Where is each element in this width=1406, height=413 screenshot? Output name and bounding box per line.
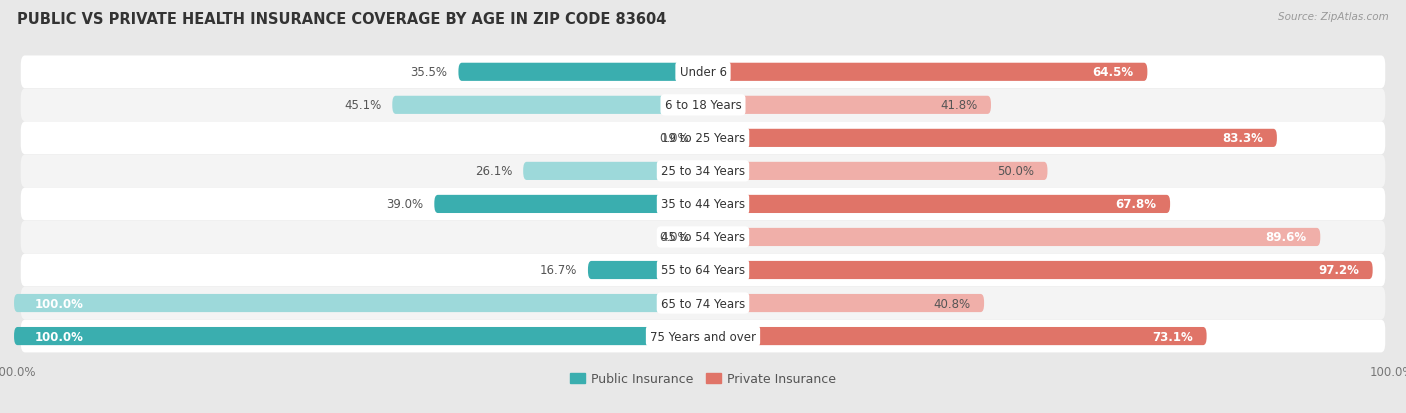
Text: 73.1%: 73.1% [1152,330,1192,343]
FancyBboxPatch shape [703,327,1206,345]
FancyBboxPatch shape [703,129,1277,147]
FancyBboxPatch shape [703,64,1147,82]
FancyBboxPatch shape [21,254,1385,287]
FancyBboxPatch shape [21,287,1385,320]
FancyBboxPatch shape [588,261,703,280]
Text: 19 to 25 Years: 19 to 25 Years [661,132,745,145]
FancyBboxPatch shape [458,64,703,82]
Text: 65 to 74 Years: 65 to 74 Years [661,297,745,310]
Text: 0.0%: 0.0% [659,132,689,145]
FancyBboxPatch shape [14,294,703,312]
Text: 25 to 34 Years: 25 to 34 Years [661,165,745,178]
FancyBboxPatch shape [703,228,1320,247]
Text: 45.1%: 45.1% [344,99,381,112]
Text: 97.2%: 97.2% [1317,264,1358,277]
FancyBboxPatch shape [21,221,1385,254]
Text: 89.6%: 89.6% [1265,231,1306,244]
Text: Under 6: Under 6 [679,66,727,79]
Text: 26.1%: 26.1% [475,165,512,178]
FancyBboxPatch shape [703,261,1372,280]
Text: 35.5%: 35.5% [411,66,447,79]
Text: Source: ZipAtlas.com: Source: ZipAtlas.com [1278,12,1389,22]
FancyBboxPatch shape [523,162,703,180]
FancyBboxPatch shape [392,97,703,115]
Text: 100.0%: 100.0% [35,330,83,343]
Text: 35 to 44 Years: 35 to 44 Years [661,198,745,211]
FancyBboxPatch shape [21,188,1385,221]
Text: 67.8%: 67.8% [1115,198,1156,211]
FancyBboxPatch shape [703,294,984,312]
FancyBboxPatch shape [21,89,1385,122]
Text: 45 to 54 Years: 45 to 54 Years [661,231,745,244]
Text: 16.7%: 16.7% [540,264,576,277]
FancyBboxPatch shape [21,122,1385,155]
FancyBboxPatch shape [21,56,1385,89]
FancyBboxPatch shape [21,155,1385,188]
FancyBboxPatch shape [14,327,703,345]
Text: 0.0%: 0.0% [659,231,689,244]
Text: 40.8%: 40.8% [934,297,970,310]
Text: 50.0%: 50.0% [997,165,1033,178]
FancyBboxPatch shape [434,195,703,214]
FancyBboxPatch shape [703,162,1047,180]
Text: 75 Years and over: 75 Years and over [650,330,756,343]
Text: 41.8%: 41.8% [941,99,977,112]
Text: 100.0%: 100.0% [35,297,83,310]
Legend: Public Insurance, Private Insurance: Public Insurance, Private Insurance [565,367,841,390]
Text: PUBLIC VS PRIVATE HEALTH INSURANCE COVERAGE BY AGE IN ZIP CODE 83604: PUBLIC VS PRIVATE HEALTH INSURANCE COVER… [17,12,666,27]
Text: 6 to 18 Years: 6 to 18 Years [665,99,741,112]
FancyBboxPatch shape [703,195,1170,214]
FancyBboxPatch shape [21,320,1385,353]
Text: 39.0%: 39.0% [387,198,423,211]
Text: 83.3%: 83.3% [1222,132,1263,145]
Text: 64.5%: 64.5% [1092,66,1133,79]
Text: 55 to 64 Years: 55 to 64 Years [661,264,745,277]
FancyBboxPatch shape [703,97,991,115]
